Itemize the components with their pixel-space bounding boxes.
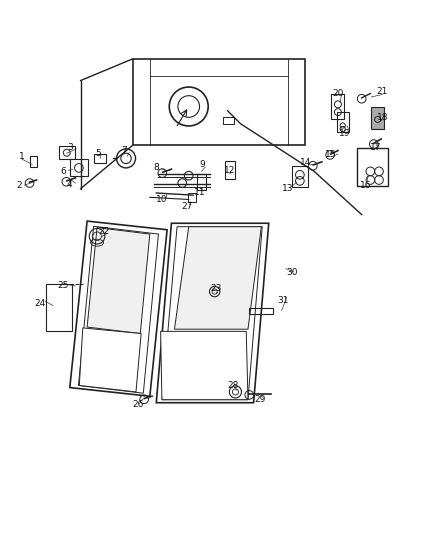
Text: 28: 28 bbox=[227, 381, 239, 390]
Text: 5: 5 bbox=[95, 149, 101, 158]
Text: 19: 19 bbox=[339, 129, 350, 138]
Text: 12: 12 bbox=[224, 166, 236, 175]
Text: 14: 14 bbox=[300, 158, 311, 167]
Polygon shape bbox=[156, 223, 269, 403]
Bar bbox=[46, 284, 72, 332]
Text: 17: 17 bbox=[370, 143, 381, 152]
Text: 26: 26 bbox=[132, 400, 143, 408]
Bar bbox=[59, 146, 75, 159]
Text: 29: 29 bbox=[254, 395, 266, 404]
Polygon shape bbox=[70, 221, 167, 396]
Text: 4: 4 bbox=[67, 180, 73, 189]
Text: 24: 24 bbox=[34, 299, 45, 308]
Bar bbox=[332, 93, 344, 119]
Text: 9: 9 bbox=[200, 160, 205, 169]
Bar bbox=[188, 193, 196, 201]
Polygon shape bbox=[161, 332, 248, 400]
Text: 10: 10 bbox=[156, 195, 168, 204]
Text: 23: 23 bbox=[211, 285, 222, 294]
Bar bbox=[371, 107, 384, 129]
Bar bbox=[94, 154, 106, 163]
Bar bbox=[223, 117, 234, 124]
Text: 2: 2 bbox=[16, 181, 22, 190]
Bar bbox=[225, 161, 236, 179]
Text: 20: 20 bbox=[333, 89, 344, 98]
Text: 6: 6 bbox=[60, 167, 66, 176]
Text: 1: 1 bbox=[19, 152, 25, 161]
Text: 25: 25 bbox=[58, 281, 69, 290]
Text: 16: 16 bbox=[360, 181, 372, 190]
Text: 11: 11 bbox=[194, 189, 206, 198]
Bar bbox=[70, 159, 88, 176]
Bar bbox=[337, 112, 349, 132]
Bar bbox=[133, 59, 305, 146]
Bar bbox=[198, 174, 206, 190]
Text: 18: 18 bbox=[377, 113, 388, 122]
Bar bbox=[249, 308, 273, 314]
Text: 8: 8 bbox=[154, 163, 159, 172]
Text: 21: 21 bbox=[377, 87, 388, 96]
Text: 30: 30 bbox=[286, 269, 297, 278]
Text: 22: 22 bbox=[99, 227, 110, 236]
Polygon shape bbox=[79, 328, 141, 392]
Bar bbox=[292, 166, 308, 188]
Bar bbox=[357, 148, 388, 187]
Text: 27: 27 bbox=[181, 203, 192, 211]
Bar bbox=[30, 156, 36, 167]
Text: 13: 13 bbox=[283, 184, 294, 193]
Polygon shape bbox=[174, 227, 261, 329]
Text: 3: 3 bbox=[67, 143, 73, 152]
Polygon shape bbox=[87, 228, 150, 334]
Text: 7: 7 bbox=[121, 146, 127, 155]
Text: 31: 31 bbox=[277, 296, 289, 305]
Text: 15: 15 bbox=[325, 150, 336, 158]
